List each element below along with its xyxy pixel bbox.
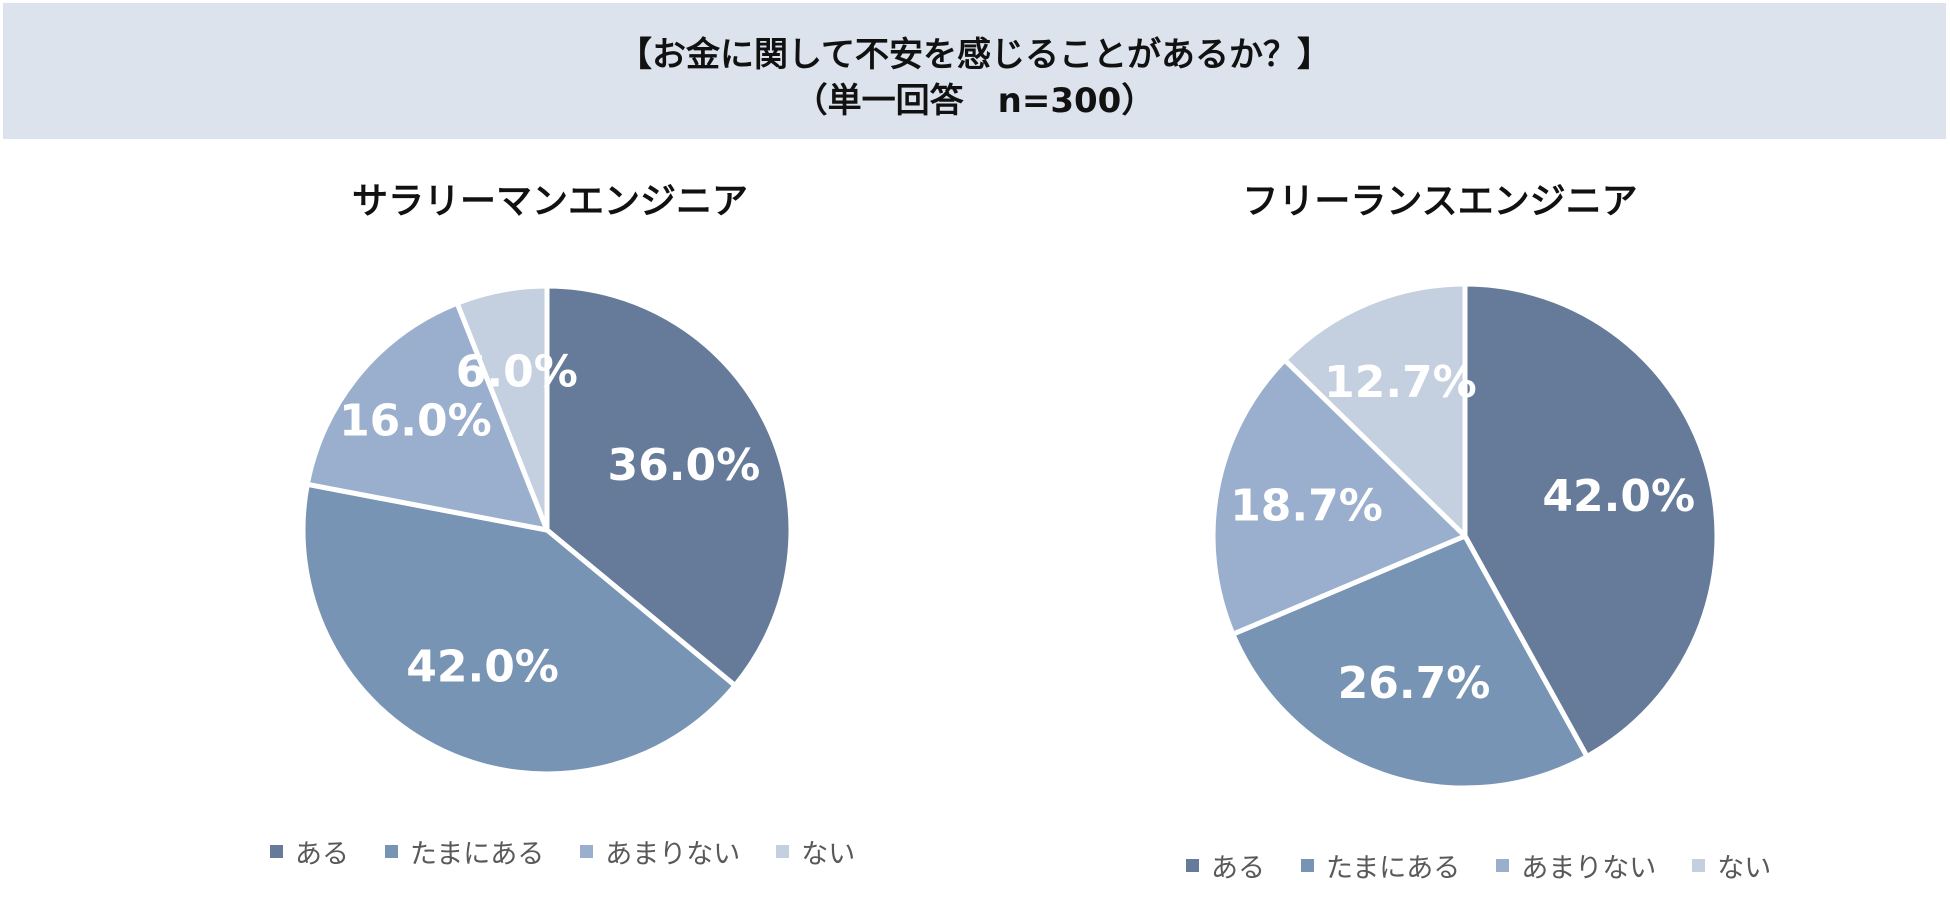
slice-data-label-3: 16.0% (339, 396, 492, 447)
header-subtitle: （単一回答 n=300） (793, 81, 1156, 121)
legend-swatch-icon (776, 845, 790, 858)
pie-slice-4 (454, 283, 550, 533)
pie-slice-4 (1282, 281, 1468, 539)
legend-swatch-icon (270, 845, 283, 858)
legend-item: ある (1186, 846, 1265, 885)
legend-item: ない (1692, 846, 1771, 885)
legend-swatch-icon (580, 845, 594, 858)
legend-item: あまりない (1496, 846, 1656, 885)
pie-slice-1 (544, 283, 794, 689)
pie-slice-3 (304, 300, 550, 533)
legend-label: ない (801, 839, 856, 870)
legend-item: たまにある (385, 832, 544, 871)
legend-item: ある (270, 832, 349, 871)
legend-swatch-icon (1496, 859, 1510, 872)
pie-slice-3 (1210, 357, 1468, 637)
legend-label: たまにある (1326, 853, 1461, 884)
pie-slice-2 (300, 481, 738, 777)
legend-label: あまりない (605, 839, 741, 870)
legend-label: ない (1717, 853, 1772, 884)
chart-header: 【お金に関して不安を感じることがあるか？】 （単一回答 n=300） (3, 3, 1946, 139)
legend-item: たまにある (1301, 846, 1460, 885)
slice-data-label-4: 6.0% (456, 346, 578, 397)
legend-item: あまりない (580, 832, 740, 871)
legend-swatch-icon (1301, 859, 1314, 872)
legend-label: ある (1211, 853, 1265, 884)
legend-label: あまりない (1521, 853, 1657, 884)
legend-item: ない (776, 832, 855, 871)
legend-freelance: ある たまにある あまりない ない (1186, 846, 1807, 885)
slice-data-label-1: 36.0% (608, 440, 761, 491)
slice-data-label-4: 12.7% (1324, 357, 1477, 408)
slice-data-label-2: 42.0% (406, 641, 559, 692)
chart-title-freelance: フリーランスエンジニア (1242, 181, 1638, 222)
slice-data-label-1: 42.0% (1542, 471, 1695, 522)
chart-title-salaried: サラリーマンエンジニア (351, 181, 748, 222)
header-title: 【お金に関して不安を感じることがあるか？】 (618, 35, 1331, 75)
legend-swatch-icon (385, 845, 398, 858)
legend-swatch-icon (1692, 859, 1706, 872)
pie-slice-1 (1462, 281, 1720, 760)
slice-data-label-2: 26.7% (1338, 658, 1491, 709)
legend-salaried: ある たまにある あまりない ない (270, 832, 891, 871)
legend-swatch-icon (1186, 859, 1199, 872)
legend-label: たまにある (410, 839, 545, 870)
slice-data-label-3: 18.7% (1230, 481, 1383, 532)
legend-label: ある (295, 839, 349, 870)
